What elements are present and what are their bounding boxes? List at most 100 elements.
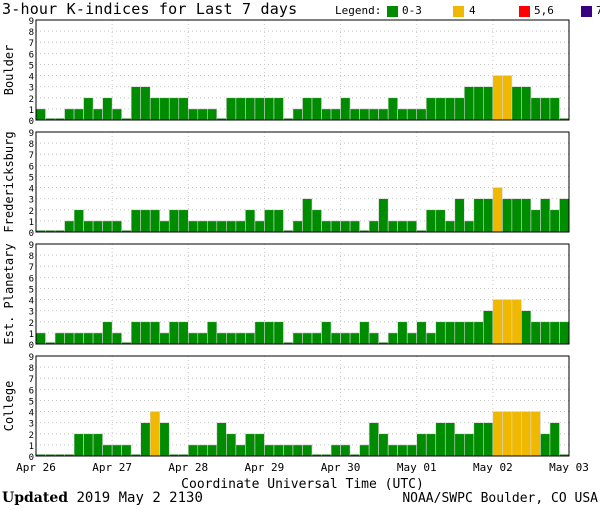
panel-frame [35,131,570,233]
k-index-bar [302,97,313,121]
k-index-bar [207,108,218,121]
k-index-bar [130,86,141,121]
k-index-bar [235,220,246,233]
panel-frame [35,243,570,345]
k-index-bar [64,332,75,345]
k-index-bar [102,97,113,121]
k-index-bar [454,321,465,345]
k-index-bar [226,332,237,345]
y-tick-label: 5 [29,397,34,407]
k-index-bar [92,220,103,233]
k-index-bar [245,209,256,233]
k-index-bar [35,108,46,121]
k-index-bar [311,97,322,121]
k-index-bar [187,220,199,233]
y-tick-label: 3 [29,308,34,318]
y-tick-label: 4 [29,73,34,83]
k-index-bar [254,321,265,345]
y-tick-label: 9 [29,241,34,251]
k-index-bar [511,198,522,233]
k-index-bar [92,332,103,345]
k-index-bar [83,220,94,233]
k-index-bar [406,108,418,121]
k-index-bar [368,422,379,457]
k-index-bar [121,444,132,457]
y-tick-label: 8 [29,252,34,262]
k-index-bar [406,220,418,233]
k-index-bar [406,444,418,457]
k-index-bar [159,332,170,345]
k-index-bar [321,108,332,121]
k-index-bar [349,332,360,345]
k-index-bar [92,433,103,457]
y-tick-label: 6 [29,162,34,172]
k-index-bar [292,108,303,121]
k-index-bar [483,422,494,457]
y-tick-label: 3 [29,420,34,430]
panel-frame [35,19,570,121]
k-index-bar [73,332,84,345]
k-index-bar [149,321,161,345]
k-index-bar [235,444,246,457]
y-tick-label: 8 [29,140,34,150]
k-index-bar [473,422,484,457]
k-index-bar [502,198,513,233]
k-index-bar [387,220,398,233]
legend-swatch-5-6 [519,6,530,17]
k-index-bar [187,332,199,345]
k-index-bar [492,411,503,457]
updated-stamp: Updated 2019 May 2 2130 [2,490,203,506]
k-index-bar [330,108,341,121]
panel-label: Est. Planetary [2,243,16,344]
k-index-bar [416,108,427,121]
panel-label: College [2,381,16,432]
k-index-bar [83,332,94,345]
k-index-bar [330,444,341,457]
k-index-bar [454,97,465,121]
x-tick-label: Apr 28 [168,461,208,474]
legend-text-7-9: 7-9 [596,4,600,17]
k-index-bar [216,220,227,233]
k-index-bar [492,187,503,233]
k-index-bar [540,198,551,233]
k-index-bar [102,444,113,457]
k-index-bar [559,321,570,345]
k-index-bar [549,97,560,121]
chart-title: 3-hour K-indices for Last 7 days [2,0,298,18]
k-index-bar [464,86,475,121]
k-index-bar [340,444,351,457]
y-tick-label: 0 [29,117,34,127]
k-index-bar [264,321,275,345]
k-index-bar [149,97,161,121]
y-tick-label: 2 [29,207,34,217]
k-index-bar [102,220,113,233]
k-index-bar [397,108,408,121]
x-tick-label: Apr 26 [16,461,56,474]
k-index-bar [359,108,370,121]
y-tick-label: 2 [29,95,34,105]
k-index-bar [530,321,541,345]
y-tick-label: 1 [29,330,34,340]
y-tick-label: 1 [29,442,34,452]
k-index-bar [340,97,351,121]
k-index-bar [159,422,170,457]
k-index-bar [521,198,532,233]
k-index-bar [35,332,46,345]
k-index-bar [283,444,294,457]
y-tick-label: 0 [29,229,34,239]
k-index-bar [245,433,256,457]
k-index-bar [197,220,208,233]
k-index-bar [473,321,484,345]
k-index-bar [387,97,398,121]
k-index-bar [473,198,484,233]
panel-label: Fredericksburg [2,131,16,232]
k-index-bar [149,411,161,457]
y-tick-label: 1 [29,218,34,228]
k-index-bar [254,220,265,233]
k-index-bar [530,411,541,457]
k-index-bar [273,97,284,121]
